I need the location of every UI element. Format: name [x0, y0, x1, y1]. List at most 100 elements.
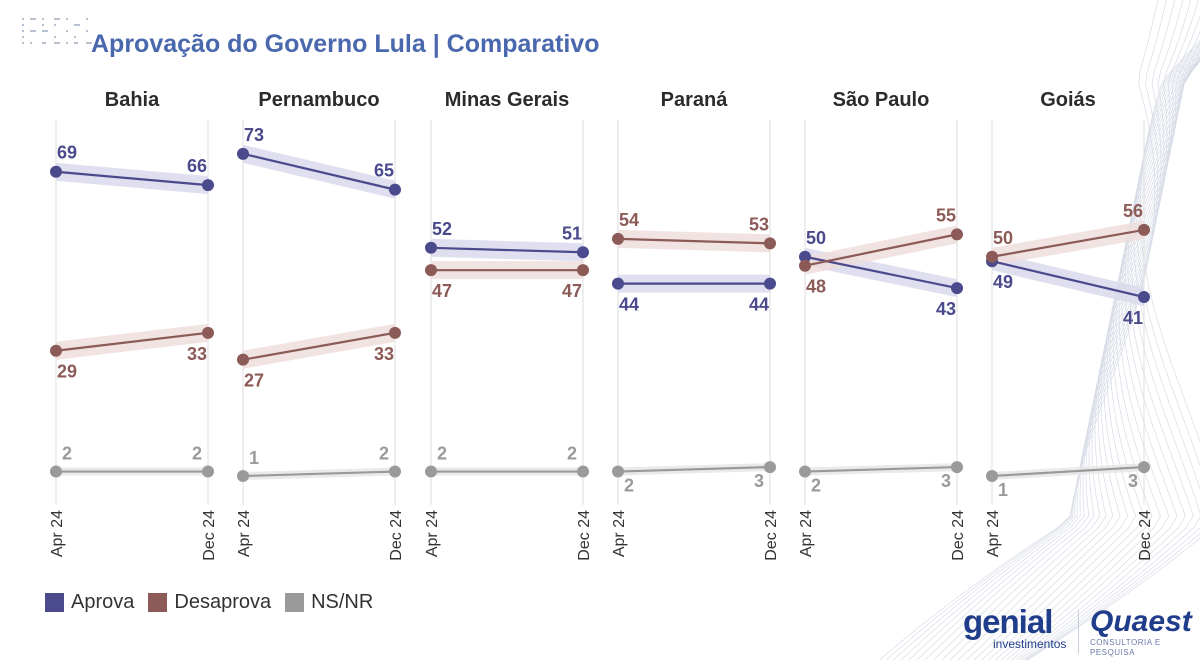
data-point-desaprova [799, 259, 811, 272]
series-line-aprova [55, 170, 209, 187]
genial-logo-subtitle: investimentos [993, 637, 1067, 651]
wave-line [885, 0, 1167, 661]
value-label-aprova: 41 [1123, 308, 1143, 328]
series-line-aprova [991, 260, 1145, 299]
legend: Aprova Desaprova NS/NR [45, 591, 373, 614]
genial-logo-name: genial [963, 603, 1053, 640]
x-tick-label: Dec 24 [576, 510, 593, 561]
panel-title: Goiás [1040, 89, 1096, 111]
value-label-desaprova: 56 [1123, 201, 1143, 221]
value-label-aprova: 73 [244, 125, 264, 145]
data-point-aprova [577, 246, 589, 259]
data-point-desaprova [50, 344, 62, 357]
value-label-desaprova: 29 [57, 362, 77, 382]
value-label-nsnr: 2 [567, 444, 577, 464]
series-line-nsnr [804, 465, 958, 473]
value-label-desaprova: 53 [749, 214, 769, 234]
value-label-desaprova: 27 [244, 371, 264, 391]
wave-line [908, 0, 1192, 661]
data-point-desaprova [951, 228, 963, 241]
x-tick-label: Dec 24 [201, 510, 218, 561]
legend-label-aprova: Aprova [71, 591, 135, 613]
series-line-desaprova [991, 228, 1145, 258]
data-point-desaprova [389, 326, 401, 339]
x-tick-label: Dec 24 [1137, 510, 1154, 561]
value-label-nsnr: 2 [437, 444, 447, 464]
value-label-desaprova: 54 [619, 210, 639, 230]
quaest-logo: Quaest CONSULTORIA E PESQUISA [1090, 605, 1192, 658]
value-label-aprova: 66 [187, 156, 207, 176]
quaest-logo-name: Quaest [1090, 605, 1192, 638]
series-line-aprova [804, 255, 958, 290]
value-label-nsnr: 2 [62, 444, 72, 464]
series-line-nsnr [242, 470, 396, 478]
data-point-desaprova [202, 326, 214, 339]
data-point-desaprova [577, 264, 589, 277]
value-label-nsnr: 2 [811, 476, 821, 496]
series-line-nsnr [617, 465, 771, 473]
data-point-nsnr [764, 461, 776, 474]
panel-title: São Paulo [833, 89, 930, 111]
data-point-aprova [1138, 291, 1150, 304]
value-label-nsnr: 1 [998, 480, 1008, 500]
value-label-aprova: 51 [562, 223, 582, 243]
wave-line [1021, 49, 1200, 661]
value-label-desaprova: 33 [374, 344, 394, 364]
data-point-nsnr [577, 465, 589, 478]
wave-line [1015, 54, 1200, 661]
value-label-desaprova: 47 [562, 281, 582, 301]
value-label-nsnr: 3 [941, 471, 951, 491]
data-point-desaprova [237, 353, 249, 366]
data-point-aprova [799, 250, 811, 263]
data-point-aprova [389, 183, 401, 196]
data-point-desaprova [612, 232, 624, 245]
chart-title: Aprovação do Governo Lula | Comparativo [91, 30, 600, 58]
data-point-nsnr [50, 465, 62, 478]
value-label-nsnr: 2 [379, 444, 389, 464]
value-label-nsnr: 2 [624, 476, 634, 496]
data-point-nsnr [1138, 461, 1150, 474]
panel-title: Paraná [661, 89, 729, 111]
wave-line [1025, 45, 1200, 661]
series-line-desaprova [804, 233, 958, 267]
wave-line [994, 60, 1200, 661]
series-line-desaprova [617, 237, 771, 245]
value-label-nsnr: 1 [249, 448, 259, 468]
data-point-nsnr [612, 465, 624, 478]
wave-line [1018, 52, 1200, 661]
value-label-desaprova: 48 [806, 277, 826, 297]
data-point-aprova [612, 277, 624, 290]
series-line-nsnr [991, 465, 1145, 478]
wave-line [924, 15, 1200, 661]
logo-separator [1078, 610, 1079, 654]
data-point-aprova [202, 179, 214, 192]
data-point-desaprova [764, 237, 776, 250]
x-tick-label: Dec 24 [388, 510, 405, 561]
legend-swatch-nsnr [285, 593, 305, 612]
value-label-aprova: 44 [749, 295, 769, 315]
value-label-aprova: 49 [993, 272, 1013, 292]
series-line-desaprova [242, 331, 396, 361]
data-point-aprova [50, 165, 62, 178]
genial-logo: genial investimentos [963, 603, 1067, 651]
x-tick-label: Dec 24 [763, 510, 780, 561]
wave-line [981, 60, 1200, 661]
data-point-nsnr [425, 465, 437, 478]
wave-line [1000, 59, 1200, 661]
value-label-desaprova: 55 [936, 205, 956, 225]
data-point-nsnr [202, 465, 214, 478]
value-label-aprova: 69 [57, 143, 77, 163]
x-tick-label: Dec 24 [950, 510, 967, 561]
value-label-desaprova: 50 [993, 228, 1013, 248]
series-line-aprova [242, 152, 396, 191]
value-label-nsnr: 2 [192, 444, 202, 464]
value-label-aprova: 43 [936, 299, 956, 319]
legend-item-aprova: Aprova [45, 591, 134, 614]
legend-swatch-desaprova [148, 593, 168, 612]
series-line-aprova [430, 246, 584, 254]
wave-line [1027, 40, 1200, 661]
data-point-desaprova [986, 250, 998, 263]
data-point-nsnr [389, 465, 401, 478]
value-label-aprova: 65 [374, 161, 394, 181]
